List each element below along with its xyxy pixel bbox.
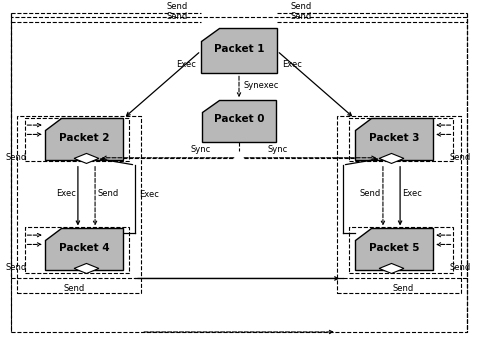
- Text: Synexec: Synexec: [244, 81, 279, 89]
- Text: Exec: Exec: [402, 189, 423, 198]
- Polygon shape: [201, 29, 277, 73]
- Text: Sync: Sync: [191, 145, 211, 154]
- Text: Send: Send: [393, 285, 414, 293]
- Text: Exec: Exec: [139, 190, 159, 199]
- Polygon shape: [355, 118, 433, 160]
- Polygon shape: [74, 264, 99, 273]
- Bar: [24, 227, 130, 273]
- Text: Send: Send: [359, 189, 380, 198]
- Polygon shape: [202, 100, 276, 142]
- Text: Send: Send: [64, 285, 85, 293]
- Text: Packet 5: Packet 5: [369, 243, 419, 253]
- Bar: [348, 118, 454, 161]
- Polygon shape: [74, 153, 99, 164]
- Bar: [337, 116, 461, 293]
- Bar: [24, 118, 130, 161]
- Text: Exec: Exec: [55, 189, 76, 198]
- Polygon shape: [355, 228, 433, 270]
- Polygon shape: [379, 264, 404, 273]
- Text: Send: Send: [166, 12, 188, 21]
- Polygon shape: [45, 118, 123, 160]
- Bar: [17, 116, 141, 293]
- Text: Packet 4: Packet 4: [59, 243, 109, 253]
- Text: Send: Send: [450, 153, 471, 162]
- Text: Exec: Exec: [282, 60, 302, 69]
- Text: Send: Send: [290, 12, 312, 21]
- Text: Packet 0: Packet 0: [214, 114, 264, 124]
- Text: Packet 1: Packet 1: [214, 44, 264, 54]
- Text: Exec: Exec: [176, 60, 196, 69]
- Text: Send: Send: [450, 263, 471, 272]
- Polygon shape: [379, 153, 404, 164]
- Text: Send: Send: [290, 2, 312, 11]
- Text: Sync: Sync: [267, 145, 287, 154]
- Text: Send: Send: [5, 263, 27, 272]
- Text: Packet 2: Packet 2: [59, 133, 109, 142]
- Polygon shape: [45, 228, 123, 270]
- Text: Send: Send: [166, 2, 188, 11]
- Text: Packet 3: Packet 3: [369, 133, 419, 142]
- Bar: [348, 227, 454, 273]
- Text: Send: Send: [98, 189, 119, 198]
- Text: Send: Send: [5, 153, 27, 162]
